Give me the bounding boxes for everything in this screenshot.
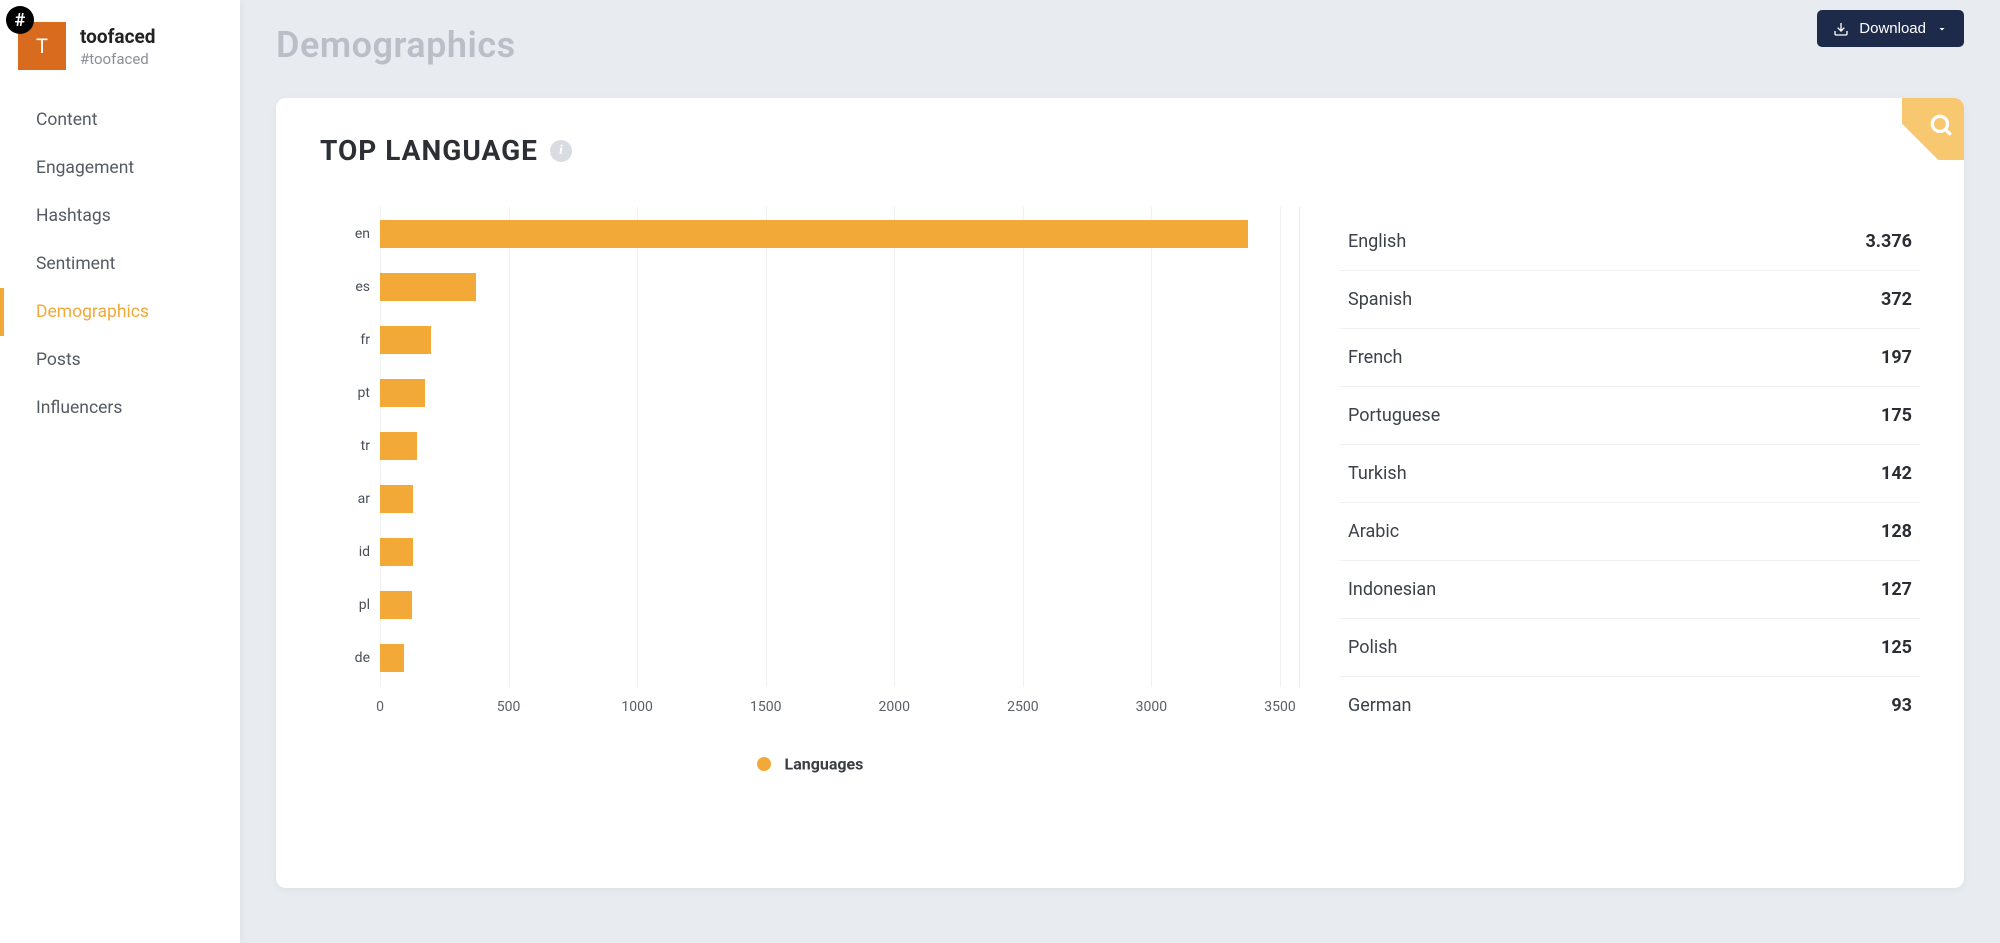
chart-y-label: es [334, 279, 370, 295]
table-row: Indonesian 127 [1340, 561, 1920, 619]
sidebar-nav: ContentEngagementHashtagsSentimentDemogr… [0, 96, 240, 432]
language-value: 3.376 [1865, 231, 1912, 252]
info-icon[interactable]: i [550, 140, 572, 162]
chart-x-tick: 2500 [1007, 699, 1038, 715]
language-name: English [1348, 231, 1406, 252]
table-row: German 93 [1340, 677, 1920, 734]
language-value: 125 [1881, 637, 1912, 658]
search-icon [1928, 112, 1954, 138]
chart-x-tick: 1500 [750, 699, 781, 715]
language-bar-chart: enesfrpttraridplde [320, 207, 1300, 687]
chart-bar-row: ar [380, 472, 1299, 525]
language-value: 127 [1881, 579, 1912, 600]
sidebar-item-influencers[interactable]: Influencers [0, 384, 240, 432]
sidebar-item-posts[interactable]: Posts [0, 336, 240, 384]
card-corner-search[interactable] [1902, 98, 1964, 160]
language-table: English 3.376 Spanish 372 French 197 Portugues… [1340, 207, 1920, 773]
chart-x-tick: 3500 [1264, 699, 1295, 715]
table-row: Turkish 142 [1340, 445, 1920, 503]
sidebar-item-hashtags[interactable]: Hashtags [0, 192, 240, 240]
chart-bar [380, 538, 413, 566]
brand-name: toofaced [80, 25, 155, 48]
chart-bar-row: id [380, 525, 1299, 578]
chart-bar [380, 379, 425, 407]
table-row: Polish 125 [1340, 619, 1920, 677]
table-row: English 3.376 [1340, 213, 1920, 271]
sidebar-item-content[interactable]: Content [0, 96, 240, 144]
chart-bar [380, 432, 417, 460]
legend-color-dot [757, 757, 771, 771]
legend-label: Languages [785, 754, 864, 773]
download-button[interactable]: Download [1817, 10, 1964, 47]
chart-y-label: ar [334, 491, 370, 507]
language-value: 197 [1881, 347, 1912, 368]
table-row: Portuguese 175 [1340, 387, 1920, 445]
chart-bar-row: de [380, 631, 1299, 684]
language-name: German [1348, 695, 1411, 716]
main-content: Demographics Download TOP LANGUAGE i ene… [240, 0, 2000, 943]
chart-bar [380, 485, 413, 513]
language-value: 372 [1881, 289, 1912, 310]
page-title: Demographics [276, 24, 1964, 66]
chart-bar-row: pl [380, 578, 1299, 631]
chart-x-tick: 0 [376, 699, 384, 715]
chart-y-label: en [334, 226, 370, 242]
chart-bar [380, 326, 431, 354]
hash-badge-icon: # [6, 6, 34, 34]
language-name: Arabic [1348, 521, 1399, 542]
brand-row: T toofaced #toofaced [0, 10, 240, 88]
chart-y-label: tr [334, 438, 370, 454]
language-name: Spanish [1348, 289, 1412, 310]
chart-bar [380, 220, 1248, 248]
chart-bar [380, 591, 412, 619]
chart-x-axis: 0500100015002000250030003500 [380, 695, 1300, 725]
sidebar-item-demographics[interactable]: Demographics [0, 288, 240, 336]
language-name: Polish [1348, 637, 1397, 658]
chart-y-label: de [334, 650, 370, 666]
card-title: TOP LANGUAGE [320, 134, 538, 167]
chart-y-label: pt [334, 385, 370, 401]
language-value: 93 [1891, 695, 1912, 716]
language-name: Turkish [1348, 463, 1407, 484]
language-value: 142 [1881, 463, 1912, 484]
chart-y-label: id [334, 544, 370, 560]
chart-bar-row: es [380, 260, 1299, 313]
language-value: 175 [1881, 405, 1912, 426]
language-name: Indonesian [1348, 579, 1436, 600]
chart-bar-row: en [380, 207, 1299, 260]
chart-y-label: fr [334, 332, 370, 348]
sidebar-item-engagement[interactable]: Engagement [0, 144, 240, 192]
sidebar: # T toofaced #toofaced ContentEngagement… [0, 0, 240, 943]
chart-y-label: pl [334, 597, 370, 613]
chart-x-tick: 1000 [621, 699, 652, 715]
brand-tag: #toofaced [80, 50, 155, 68]
chart-legend: Languages [320, 753, 1300, 773]
table-row: Arabic 128 [1340, 503, 1920, 561]
sidebar-item-sentiment[interactable]: Sentiment [0, 240, 240, 288]
chart-x-tick: 500 [497, 699, 521, 715]
language-name: French [1348, 347, 1402, 368]
caret-down-icon [1936, 23, 1948, 35]
chart-bar-row: fr [380, 313, 1299, 366]
top-language-card: TOP LANGUAGE i enesfrpttraridplde 050010… [276, 98, 1964, 888]
chart-bar-row: tr [380, 419, 1299, 472]
chart-bar [380, 273, 476, 301]
chart-x-tick: 2000 [879, 699, 910, 715]
chart-x-tick: 3000 [1136, 699, 1167, 715]
chart-bar [380, 644, 404, 672]
table-row: Spanish 372 [1340, 271, 1920, 329]
language-name: Portuguese [1348, 405, 1440, 426]
language-value: 128 [1881, 521, 1912, 542]
chart-bar-row: pt [380, 366, 1299, 419]
chart-column: enesfrpttraridplde 050010001500200025003… [320, 207, 1300, 773]
table-row: French 197 [1340, 329, 1920, 387]
download-icon [1833, 21, 1849, 37]
download-label: Download [1859, 20, 1926, 37]
